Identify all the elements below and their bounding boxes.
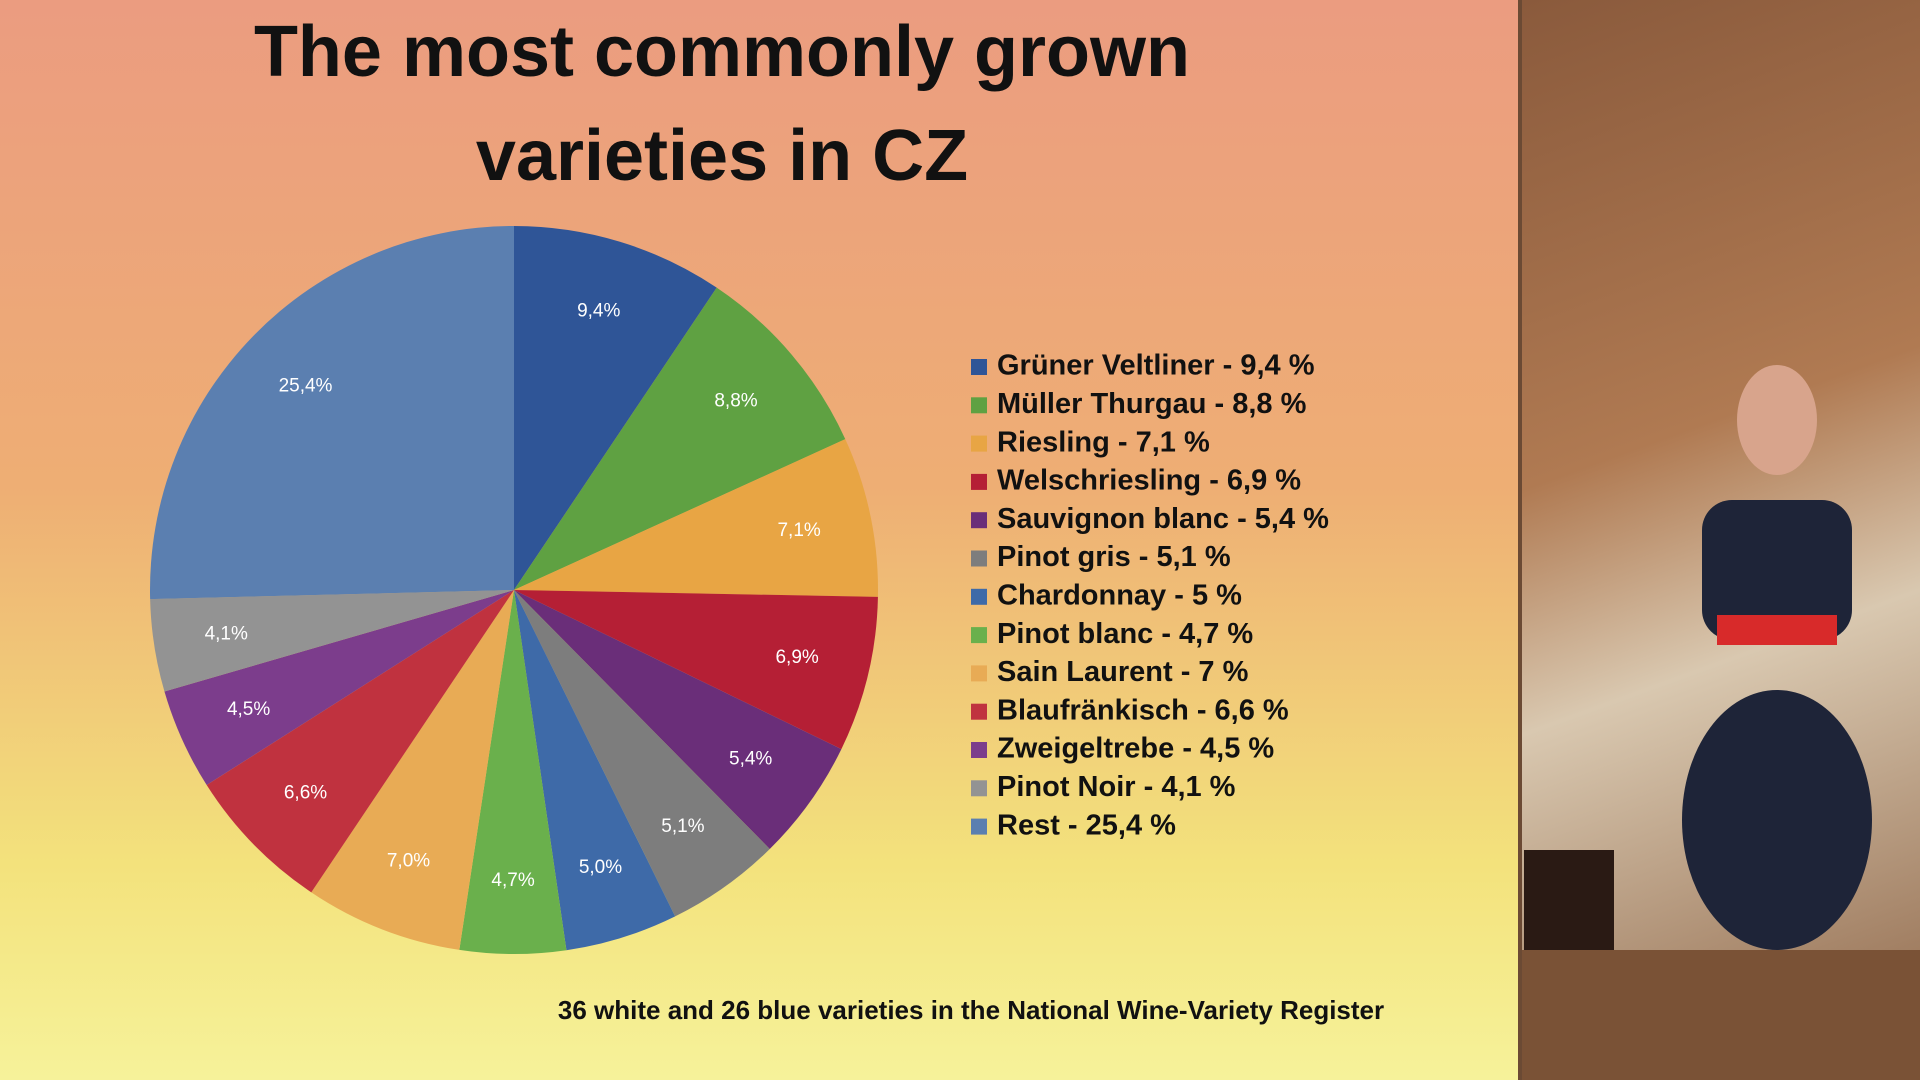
data-label: 8,8% xyxy=(714,391,757,412)
head xyxy=(1737,365,1817,475)
data-label: 4,5% xyxy=(227,699,270,720)
legend-label: Sain Laurent - 7 % xyxy=(997,656,1249,688)
footnote: 36 white and 26 blue varieties in the Na… xyxy=(558,995,1384,1025)
legend-swatch xyxy=(971,473,987,490)
legend-swatch xyxy=(971,512,987,529)
data-label: 4,1% xyxy=(205,624,248,645)
legend-swatch xyxy=(971,550,987,567)
chart-title: The most commonly grown varieties in CZ xyxy=(253,12,1191,196)
legend-label: Zweigeltrebe - 4,5 % xyxy=(997,733,1274,765)
data-label: 6,6% xyxy=(284,782,327,803)
legend-swatch xyxy=(971,359,987,375)
pie-slice xyxy=(514,590,842,849)
legend-swatch xyxy=(971,588,987,605)
data-label: 5,1% xyxy=(661,816,704,837)
pie-slice xyxy=(514,439,878,597)
pie-slice xyxy=(514,590,676,951)
legend-swatch xyxy=(971,703,987,720)
dress xyxy=(1682,690,1872,950)
legend-label: Riesling - 7,1 % xyxy=(997,426,1210,458)
pie-slice xyxy=(150,226,514,600)
data-label: 4,7% xyxy=(491,870,534,891)
legend-swatch xyxy=(971,397,987,414)
data-label: 5,4% xyxy=(729,749,772,770)
speaker-video xyxy=(1522,0,1920,1080)
pie-slice xyxy=(311,590,514,950)
pie-slice xyxy=(206,590,514,893)
table xyxy=(1522,950,1920,1080)
bottles xyxy=(1524,850,1614,950)
pie-slice xyxy=(514,226,717,590)
pie-slice xyxy=(164,590,514,786)
torso xyxy=(1702,500,1852,640)
legend-label: Sauvignon blanc - 5,4 % xyxy=(997,503,1329,535)
data-label: 9,4% xyxy=(577,300,620,321)
pie-slice xyxy=(150,590,514,692)
data-label: 25,4% xyxy=(279,376,333,397)
legend-label: Pinot Noir - 4,1 % xyxy=(997,771,1236,803)
pie-slice xyxy=(514,590,770,917)
video-scene xyxy=(1522,365,1920,1080)
legend-label: Pinot blanc - 4,7 % xyxy=(997,618,1253,650)
belt xyxy=(1717,615,1837,645)
data-label: 7,1% xyxy=(777,520,820,541)
legend-swatch xyxy=(971,627,987,644)
pie-slice xyxy=(459,590,567,954)
legend-swatch xyxy=(971,435,987,452)
legend-label: Pinot gris - 5,1 % xyxy=(997,541,1231,573)
legend-swatch xyxy=(971,742,987,758)
pie-slice xyxy=(514,590,878,750)
data-label: 6,9% xyxy=(775,647,818,668)
legend-swatch xyxy=(971,780,987,797)
legend-swatch xyxy=(971,665,987,682)
legend-label: Rest - 25,4 % xyxy=(997,809,1176,841)
legend-label: Blaufränkisch - 6,6 % xyxy=(997,694,1289,726)
pie-slice xyxy=(514,287,846,590)
legend-label: Chardonnay - 5 % xyxy=(997,579,1242,611)
data-label: 5,0% xyxy=(579,857,622,878)
chart: 36 white and 26 blue varieties in the Na… xyxy=(150,226,1384,1025)
data-label: 7,0% xyxy=(387,850,430,871)
legend-label: Müller Thurgau - 8,8 % xyxy=(997,388,1307,420)
legend-label: Grüner Veltliner - 9,4 % xyxy=(997,350,1315,382)
legend-label: Welschriesling - 6,9 % xyxy=(997,465,1301,497)
legend-swatch xyxy=(971,818,987,835)
